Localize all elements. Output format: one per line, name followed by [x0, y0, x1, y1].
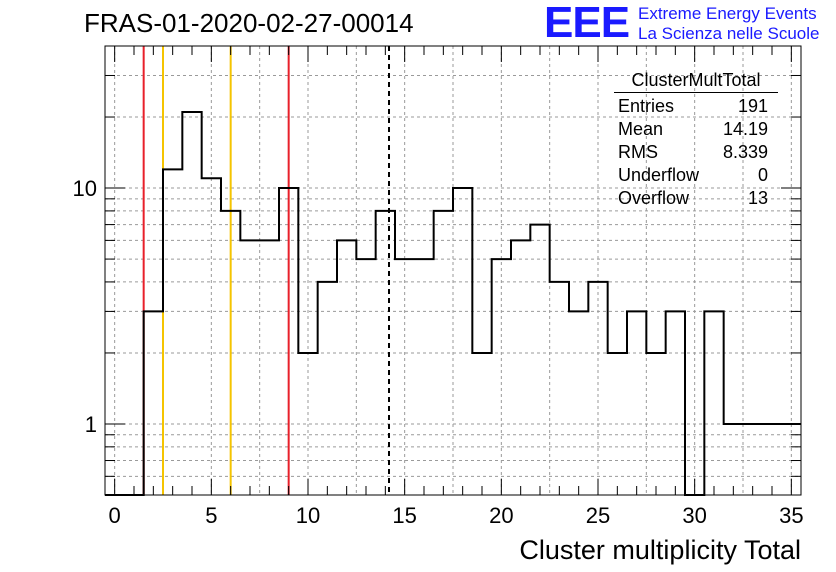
x-tick-label: 35 — [779, 503, 803, 528]
stats-value: 8.339 — [722, 142, 768, 162]
x-tick-label: 30 — [682, 503, 706, 528]
x-tick-label: 20 — [489, 503, 513, 528]
stats-value: 191 — [737, 96, 768, 116]
stats-title: ClusterMultTotal — [614, 70, 778, 93]
stats-row-rms: RMS 8.339 — [614, 141, 778, 164]
axes: 0 5 10 15 20 25 30 35 1 10 — [73, 46, 804, 528]
stats-row-underflow: Underflow 0 — [614, 164, 778, 187]
x-tick-label: 5 — [205, 503, 217, 528]
x-tick-label: 15 — [392, 503, 416, 528]
stats-value: 0 — [757, 165, 768, 185]
plot-frame — [104, 45, 802, 496]
logo-line-1: Extreme Energy Events — [638, 4, 817, 23]
stats-label: Entries — [618, 96, 675, 116]
stats-value: 14.19 — [722, 119, 768, 139]
x-tick-label: 10 — [296, 503, 320, 528]
stats-label: RMS — [618, 142, 658, 162]
y-tick-label: 10 — [73, 176, 97, 201]
stats-label: Underflow — [618, 165, 700, 185]
histogram-series — [105, 111, 801, 496]
stats-label: Mean — [618, 119, 664, 139]
stats-label: Overflow — [618, 188, 690, 208]
x-axis-title: Cluster multiplicity Total — [519, 535, 801, 565]
stats-value: 13 — [747, 188, 768, 208]
x-tick-label: 25 — [586, 503, 610, 528]
marker-lines — [142, 46, 391, 495]
stats-row-entries: Entries 191 — [614, 95, 778, 118]
run-title: FRAS-01-2020-02-27-00014 — [84, 8, 414, 38]
logo-mark: EEE — [544, 0, 630, 47]
stats-box: ClusterMultTotal Entries 191 Mean 14.19 … — [614, 70, 778, 210]
eee-logo: EEE Extreme Energy Events La Scienza nel… — [544, 0, 836, 47]
x-tick-label: 0 — [109, 503, 121, 528]
stats-row-overflow: Overflow 13 — [614, 187, 778, 210]
stats-row-mean: Mean 14.19 — [614, 118, 778, 141]
logo-line-2: La Scienza nelle Scuole — [638, 24, 820, 43]
y-tick-label: 1 — [85, 412, 97, 437]
